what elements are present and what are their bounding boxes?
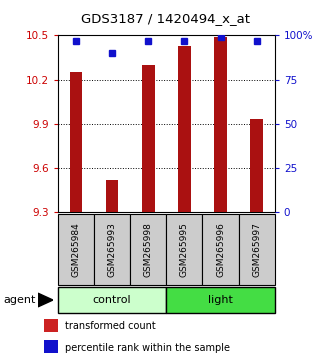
Text: percentile rank within the sample: percentile rank within the sample [65,343,230,353]
Bar [203,214,239,285]
Bar [94,214,130,285]
Bar [44,319,58,332]
Bar [250,120,263,212]
Text: GDS3187 / 1420494_x_at: GDS3187 / 1420494_x_at [81,12,250,25]
Bar [44,341,58,353]
Bar [58,214,94,285]
Text: GSM265996: GSM265996 [216,222,225,277]
Bar [130,214,166,285]
Text: GSM265995: GSM265995 [180,222,189,277]
Bar [70,72,82,212]
Text: GSM265997: GSM265997 [252,222,261,277]
Bar [178,46,191,212]
Bar [214,37,227,212]
Bar [106,180,118,212]
Bar [142,65,155,212]
Bar [239,214,275,285]
Text: control: control [93,295,131,305]
Text: GSM265998: GSM265998 [144,222,153,277]
Bar [166,287,275,313]
Bar [58,287,166,313]
Text: light: light [208,295,233,305]
Text: GSM265993: GSM265993 [108,222,117,277]
Text: GSM265984: GSM265984 [71,222,80,277]
Text: agent: agent [3,295,36,305]
Bar [166,214,203,285]
Polygon shape [38,293,53,307]
Text: transformed count: transformed count [65,321,156,331]
